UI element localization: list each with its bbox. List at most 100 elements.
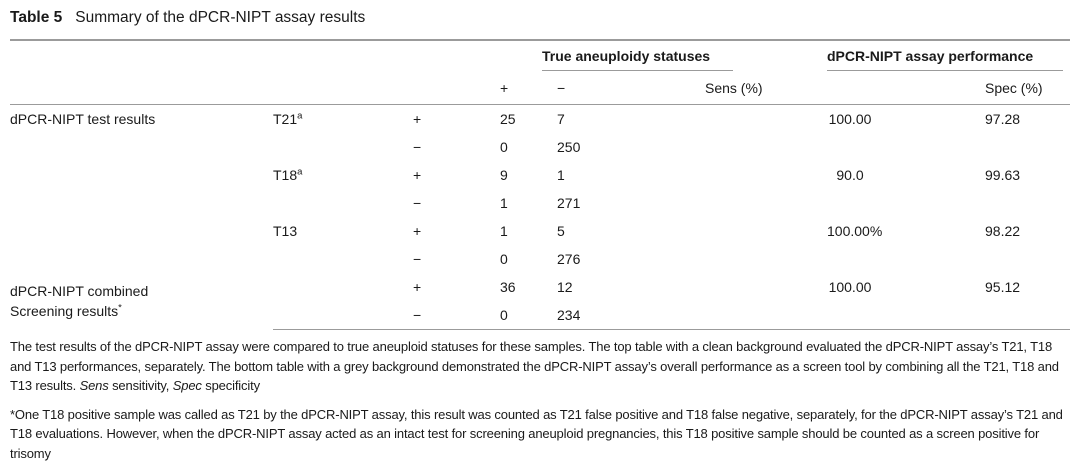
column-header-true-positive: + <box>500 71 557 105</box>
test-sign: + <box>413 279 422 295</box>
sub-header-row: + − Sens (%) Spec (%) <box>10 71 1070 105</box>
specificity-value: 95.12 <box>985 279 1021 295</box>
test-sign: − <box>413 301 500 330</box>
group-header-true-statuses-label: True aneuploidy statuses <box>542 48 733 71</box>
row-label <box>10 161 273 189</box>
test-sign: − <box>413 139 422 155</box>
sensitivity-value: 90.0 <box>836 167 864 183</box>
table-figure: Table 5 Summary of the dPCR-NIPT assay re… <box>0 8 1080 463</box>
group-header-assay-performance-label: dPCR-NIPT assay performance <box>827 48 1063 71</box>
true-negative-count: 5 <box>557 223 565 239</box>
table-footnote-asterisk: *One T18 positive sample was called as T… <box>10 406 1063 461</box>
true-positive-count: 0 <box>500 251 508 267</box>
true-positive-count: 0 <box>500 301 557 330</box>
table-row-t18-positive: T18a + 9 1 90.0 99.63 <box>10 161 1070 189</box>
true-negative-count: 1 <box>557 167 565 183</box>
group-header-row: True aneuploidy statuses dPCR-NIPT assay… <box>10 40 1070 71</box>
true-positive-count: 1 <box>500 195 508 211</box>
footnote-marker-asterisk: * <box>118 302 122 314</box>
true-negative-count: 234 <box>557 301 705 330</box>
specificity-value: 97.28 <box>985 111 1021 127</box>
true-positive-count: 0 <box>500 139 508 155</box>
row-label: dPCR-NIPT test results <box>10 111 156 127</box>
footnote-abbrev-spec: Spec <box>172 378 202 393</box>
true-negative-count: 271 <box>557 195 581 211</box>
sensitivity-value: 100.00 <box>828 279 872 295</box>
table-number: Table 5 <box>10 9 63 26</box>
table-caption: Table 5 Summary of the dPCR-NIPT assay re… <box>10 8 1070 27</box>
test-sign: − <box>413 251 422 267</box>
group-header-assay-performance: dPCR-NIPT assay performance <box>705 40 1070 71</box>
specificity-value <box>985 245 1070 273</box>
trisomy-label <box>273 133 413 161</box>
row-label <box>10 217 273 245</box>
sensitivity-value: 100.00 <box>828 111 872 127</box>
sensitivity-value-cell <box>705 189 985 217</box>
sensitivity-value-cell <box>705 133 985 161</box>
trisomy-label <box>273 273 413 301</box>
row-label-line2: Screening results* <box>10 302 122 320</box>
row-label <box>10 133 273 161</box>
table-footnote-general: The test results of the dPCR-NIPT assay … <box>10 337 1070 396</box>
true-positive-count: 9 <box>500 167 508 183</box>
sensitivity-value-cell <box>705 301 985 330</box>
true-positive-count: 36 <box>500 279 516 295</box>
footnote-marker-a: a <box>297 166 303 178</box>
test-sign: + <box>413 167 422 183</box>
specificity-value <box>985 133 1070 161</box>
row-label-combined: dPCR-NIPT combined Screening results* <box>10 273 273 330</box>
footnote-text: specificity <box>201 378 260 393</box>
specificity-value: 99.63 <box>985 167 1021 183</box>
table-row-t13-negative: − 0 276 <box>10 245 1070 273</box>
specificity-value: 98.22 <box>985 223 1021 239</box>
sensitivity-value-cell: 100.00 <box>705 273 985 301</box>
row-label <box>10 245 273 273</box>
trisomy-label <box>273 189 413 217</box>
true-negative-count: 12 <box>557 279 573 295</box>
spacer-cell <box>10 40 500 71</box>
true-negative-count: 250 <box>557 139 581 155</box>
table-row-combined-negative: − 0 234 <box>10 301 1070 330</box>
true-positive-count: 25 <box>500 111 516 127</box>
table-row-t21-negative: − 0 250 <box>10 133 1070 161</box>
table-row-t18-negative: − 1 271 <box>10 189 1070 217</box>
sensitivity-value-cell: 100.00% <box>705 217 985 245</box>
sensitivity-value-cell <box>705 245 985 273</box>
footnote-text: sensitivity, <box>108 378 173 393</box>
footnote-abbrev-sens: Sens <box>79 378 109 393</box>
sensitivity-value-cell: 90.0 <box>705 161 985 189</box>
spacer-cell <box>10 71 500 105</box>
true-negative-count: 276 <box>557 251 581 267</box>
trisomy-label: T13 <box>273 217 413 245</box>
sensitivity-value: 100.00% <box>827 223 883 239</box>
sensitivity-value-cell: 100.00 <box>705 105 985 134</box>
specificity-value <box>985 301 1070 330</box>
trisomy-label <box>273 301 413 330</box>
group-header-true-statuses: True aneuploidy statuses <box>500 40 733 71</box>
footnote-text: The test results of the dPCR-NIPT assay … <box>10 339 1059 393</box>
table-row-combined-positive: dPCR-NIPT combined Screening results* + … <box>10 273 1070 319</box>
row-label <box>10 189 273 217</box>
true-negative-count: 7 <box>557 111 565 127</box>
column-header-specificity: Spec (%) <box>985 71 1070 105</box>
trisomy-label: T21a <box>273 105 413 134</box>
column-header-sensitivity: Sens (%) <box>705 71 985 105</box>
trisomy-label: T18a <box>273 161 413 189</box>
specificity-value <box>985 189 1070 217</box>
trisomy-label <box>273 245 413 273</box>
table-row-t21-positive: dPCR-NIPT test results T21a + 25 7 100.0… <box>10 105 1070 134</box>
table-caption-text: Summary of the dPCR-NIPT assay results <box>75 9 366 26</box>
test-sign: + <box>413 223 422 239</box>
column-header-true-negative: − <box>557 71 705 105</box>
row-label-line1: dPCR-NIPT combined <box>10 283 149 300</box>
table-row-t13-positive: T13 + 1 5 100.00% 98.22 <box>10 217 1070 245</box>
trisomy-name: T18 <box>273 167 298 183</box>
test-sign: + <box>413 111 422 127</box>
true-positive-count: 1 <box>500 223 508 239</box>
footnote-marker-a: a <box>297 110 303 122</box>
trisomy-name: T13 <box>273 223 298 239</box>
table-body: dPCR-NIPT test results T21a + 25 7 100.0… <box>10 105 1070 330</box>
test-sign: − <box>413 195 422 211</box>
trisomy-name: T21 <box>273 111 298 127</box>
results-table: True aneuploidy statuses dPCR-NIPT assay… <box>10 39 1070 330</box>
